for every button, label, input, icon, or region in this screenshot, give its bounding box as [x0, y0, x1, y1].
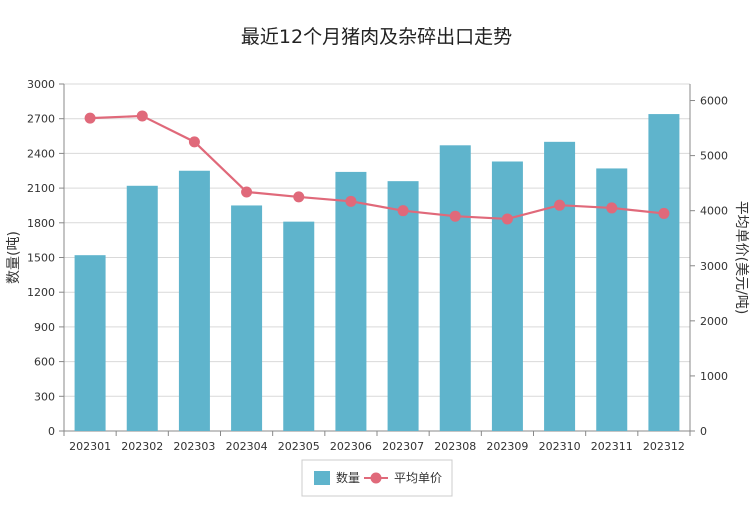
right-tick-label: 6000 — [700, 95, 728, 108]
legend-label-bar: 数量 — [336, 470, 360, 485]
left-tick-label: 1800 — [27, 217, 55, 230]
bar-202303 — [178, 170, 210, 431]
left-tick-label: 1500 — [27, 252, 55, 265]
price-point-202302 — [136, 110, 148, 122]
left-tick-label: 600 — [34, 356, 55, 369]
x-tick-label: 202301 — [69, 440, 111, 453]
left-axis-title: 数量(吨) — [6, 231, 22, 284]
price-point-202304 — [241, 186, 253, 198]
bar-202306 — [335, 171, 367, 431]
legend-swatch-marker — [370, 472, 382, 484]
price-point-202303 — [188, 136, 200, 148]
bar-202307 — [387, 181, 419, 431]
x-tick-label: 202302 — [121, 440, 163, 453]
left-tick-label: 3000 — [27, 78, 55, 91]
right-tick-label: 0 — [700, 425, 707, 438]
left-tick-label: 1200 — [27, 286, 55, 299]
left-tick-label: 300 — [34, 390, 55, 403]
price-point-202301 — [84, 112, 96, 124]
legend-swatch-bar — [314, 471, 330, 485]
left-tick-label: 2400 — [27, 147, 55, 160]
x-tick-label: 202308 — [434, 440, 476, 453]
left-tick-label: 0 — [48, 425, 55, 438]
x-tick-label: 202309 — [486, 440, 528, 453]
x-tick-label: 202307 — [382, 440, 424, 453]
legend-label-line: 平均单价 — [394, 471, 442, 485]
x-tick-label: 202311 — [591, 440, 633, 453]
price-line — [90, 114, 665, 221]
x-tick-label: 202310 — [539, 440, 581, 453]
right-tick-label: 5000 — [700, 150, 728, 163]
x-tick-label: 202303 — [173, 440, 215, 453]
right-tick-label: 3000 — [700, 260, 728, 273]
x-tick-label: 202306 — [330, 440, 372, 453]
left-tick-label: 2100 — [27, 182, 55, 195]
price-point-202306 — [345, 195, 357, 207]
price-point-202307 — [397, 205, 409, 217]
right-tick-label: 2000 — [700, 315, 728, 328]
price-point-202310 — [554, 199, 566, 211]
price-point-202312 — [658, 207, 670, 219]
chart-title: 最近12个月猪肉及杂碎出口走势 — [240, 26, 513, 48]
x-tick-label: 202312 — [643, 440, 685, 453]
bar-202302 — [126, 185, 158, 431]
price-point-202309 — [501, 213, 513, 225]
left-tick-label: 900 — [34, 321, 55, 334]
x-tick-label: 202305 — [278, 440, 320, 453]
bar-202312 — [648, 114, 680, 431]
right-tick-label: 4000 — [700, 205, 728, 218]
bar-202305 — [283, 221, 315, 431]
bar-202304 — [231, 205, 263, 431]
right-tick-label: 1000 — [700, 370, 728, 383]
price-point-202305 — [293, 191, 305, 203]
bar-202309 — [491, 161, 523, 431]
x-tick-label: 202304 — [226, 440, 268, 453]
bar-202301 — [74, 255, 106, 431]
bar-202310 — [544, 141, 576, 432]
right-axis-title: 平均单价(美元/吨) — [733, 201, 749, 315]
left-tick-label: 2700 — [27, 113, 55, 126]
bar-202308 — [439, 145, 471, 431]
price-point-202308 — [449, 210, 461, 222]
price-point-202311 — [606, 202, 618, 214]
